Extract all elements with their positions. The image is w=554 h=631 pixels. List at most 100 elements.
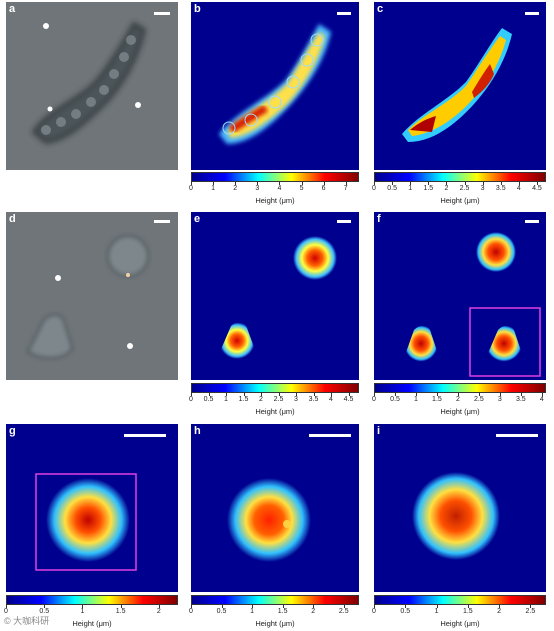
colorbar-tick-label: 0 (189, 185, 193, 192)
colorbar-tick-mark (410, 182, 412, 185)
panel-label-g: g (9, 425, 16, 437)
colorbar-tick-mark (520, 393, 522, 396)
colorbar-tick-label: 4.5 (532, 185, 542, 192)
heightmap-h (227, 478, 311, 562)
colorbar-tick-label: 7 (343, 185, 348, 192)
colorbar-tick-label: 0.5 (216, 608, 227, 615)
colorbar-tick-mark (213, 182, 215, 185)
colorbar-b (191, 172, 359, 182)
colorbar-tick-mark (158, 605, 160, 608)
colorbar-tick-mark (530, 605, 532, 608)
colorbar-tick-label: 0 (372, 185, 376, 192)
colorbar-tick-mark (436, 393, 438, 396)
scale-bar (124, 434, 166, 437)
colorbar-tick-mark (394, 393, 396, 396)
colorbar-tick-mark (6, 605, 7, 608)
colorbar-label-i: Height (μm) (440, 619, 480, 628)
colorbar-tick-label: 1 (80, 608, 85, 615)
colorbar-tick-mark (405, 605, 407, 608)
colorbar-tick-mark (518, 182, 520, 185)
colorbar-tick-mark (482, 182, 484, 185)
colorbar-tick-label: 4 (539, 396, 544, 403)
micrograph-d (26, 235, 149, 359)
colorbar-tick-label: 1 (250, 608, 255, 615)
colorbar-tick-mark (226, 393, 227, 396)
colorbar-tick-label: 1.5 (238, 396, 249, 403)
highlight-box (469, 307, 541, 377)
colorbar-tick-mark (499, 605, 501, 608)
colorbar-tick-mark (464, 182, 466, 185)
scale-bar (154, 12, 170, 15)
watermark: © 大咖科研 (4, 616, 50, 626)
colorbar-tick-label: 4 (329, 396, 333, 403)
colorbar-tick-label: 1.5 (277, 608, 288, 615)
colorbar-tick-label: 1 (434, 608, 439, 615)
colorbar-tick-mark (436, 605, 438, 608)
colorbar-tick-label: 0 (372, 608, 376, 615)
colorbar-tick-mark (323, 182, 325, 185)
colorbar-tick-mark (235, 182, 237, 185)
panel-d-micrograph: d (6, 212, 178, 380)
colorbar-tick-mark (257, 182, 259, 185)
scale-bar (496, 434, 538, 437)
panel-label-i: i (377, 425, 381, 437)
heightmap-e (219, 236, 337, 359)
colorbar-tick-mark (261, 393, 262, 396)
colorbar-tick-mark (374, 182, 375, 185)
heightmap-c (402, 28, 512, 142)
colorbar-tick-label: 3.5 (495, 185, 506, 192)
colorbar-ticks-f: 0 0.5 1 1.5 2 2.5 3 3.5 4 (372, 393, 546, 408)
colorbar-tick-label: 0.5 (390, 396, 400, 403)
colorbar-tick-label: 2.5 (273, 396, 284, 403)
colorbar-tick-mark (208, 393, 210, 396)
scale-bar (309, 434, 351, 437)
colorbar-tick-label: 4 (516, 185, 521, 192)
scale-bar (154, 220, 170, 223)
colorbar-tick-label: 3.5 (515, 396, 526, 403)
colorbar-tick-label: 1.5 (432, 396, 442, 403)
colorbar-tick-label: 4.5 (343, 396, 354, 403)
scale-bar (525, 220, 539, 223)
colorbar-tick-mark (313, 393, 315, 396)
colorbar-label-h: Height (μm) (255, 619, 295, 628)
panel-b-heightmap: b (191, 2, 359, 170)
colorbar-tick-mark (282, 605, 284, 608)
colorbar-ticks-e: 0 0.5 1 1.5 2 2.5 3 3.5 4 4.5 (189, 393, 359, 408)
colorbar-tick-mark (500, 182, 502, 185)
colorbar-ticks-i: 0 0.5 1 1.5 2 2.5 (372, 605, 546, 620)
colorbar-label-f: Height (μm) (440, 407, 480, 416)
panel-label-e: e (194, 213, 201, 225)
colorbar-tick-mark (313, 605, 315, 608)
colorbar-tick-mark (374, 605, 375, 608)
colorbar-label-c: Height (μm) (440, 196, 480, 205)
heightmap-g (35, 473, 137, 571)
colorbar-tick-mark (345, 182, 347, 185)
colorbar-tick-label: 1 (211, 185, 216, 192)
colorbar-tick-label: 0.5 (400, 608, 411, 615)
colorbar-tick-label: 0 (189, 396, 193, 403)
colorbar-tick-mark (331, 393, 332, 396)
colorbar-tick-mark (279, 182, 281, 185)
colorbar-tick-label: 2 (233, 185, 238, 192)
colorbar-tick-label: 2.5 (474, 396, 484, 403)
colorbar-tick-mark (541, 393, 543, 396)
colorbar-tick-label: 4 (277, 185, 282, 192)
colorbar-tick-mark (343, 605, 345, 608)
colorbar-tick-label: 2 (156, 608, 161, 615)
colorbar-tick-label: 3 (294, 396, 298, 403)
colorbar-tick-mark (278, 393, 280, 396)
colorbar-e (191, 383, 359, 393)
colorbar-label-b: Height (μm) (255, 196, 295, 205)
colorbar-tick-mark (191, 182, 192, 185)
colorbar-tick-mark (44, 605, 46, 608)
colorbar-tick-label: 5 (299, 185, 304, 192)
colorbar-tick-label: 2 (311, 608, 316, 615)
colorbar-tick-label: 1 (408, 185, 413, 192)
colorbar-ticks-c: 0 0.5 1 1.5 2 2.5 3 3.5 4 4.5 (372, 182, 546, 197)
colorbar-tick-mark (415, 393, 417, 396)
colorbar-tick-label: 3 (255, 185, 260, 192)
colorbar-tick-mark (392, 182, 394, 185)
panel-label-d: d (9, 213, 16, 225)
colorbar-tick-label: 0 (372, 396, 376, 403)
panel-h-heightmap: h (191, 424, 359, 592)
